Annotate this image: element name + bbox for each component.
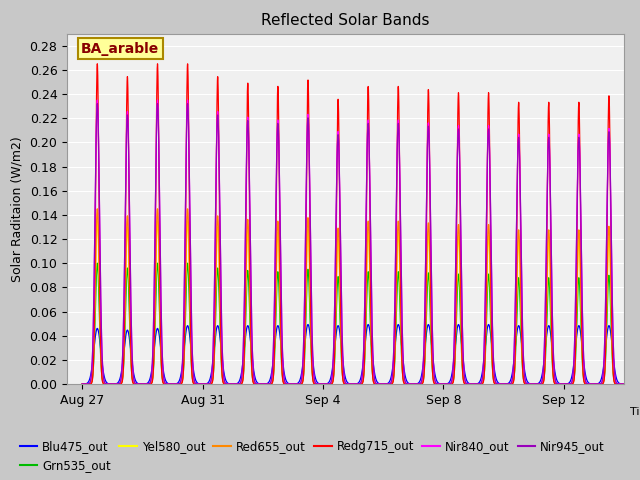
Text: Time: Time — [630, 407, 640, 417]
Y-axis label: Solar Raditaion (W/m2): Solar Raditaion (W/m2) — [11, 136, 24, 282]
Legend: Blu475_out, Grn535_out, Yel580_out, Red655_out, Redg715_out, Nir840_out, Nir945_: Blu475_out, Grn535_out, Yel580_out, Red6… — [15, 435, 609, 477]
Title: Reflected Solar Bands: Reflected Solar Bands — [261, 13, 430, 28]
Text: BA_arable: BA_arable — [81, 42, 159, 56]
